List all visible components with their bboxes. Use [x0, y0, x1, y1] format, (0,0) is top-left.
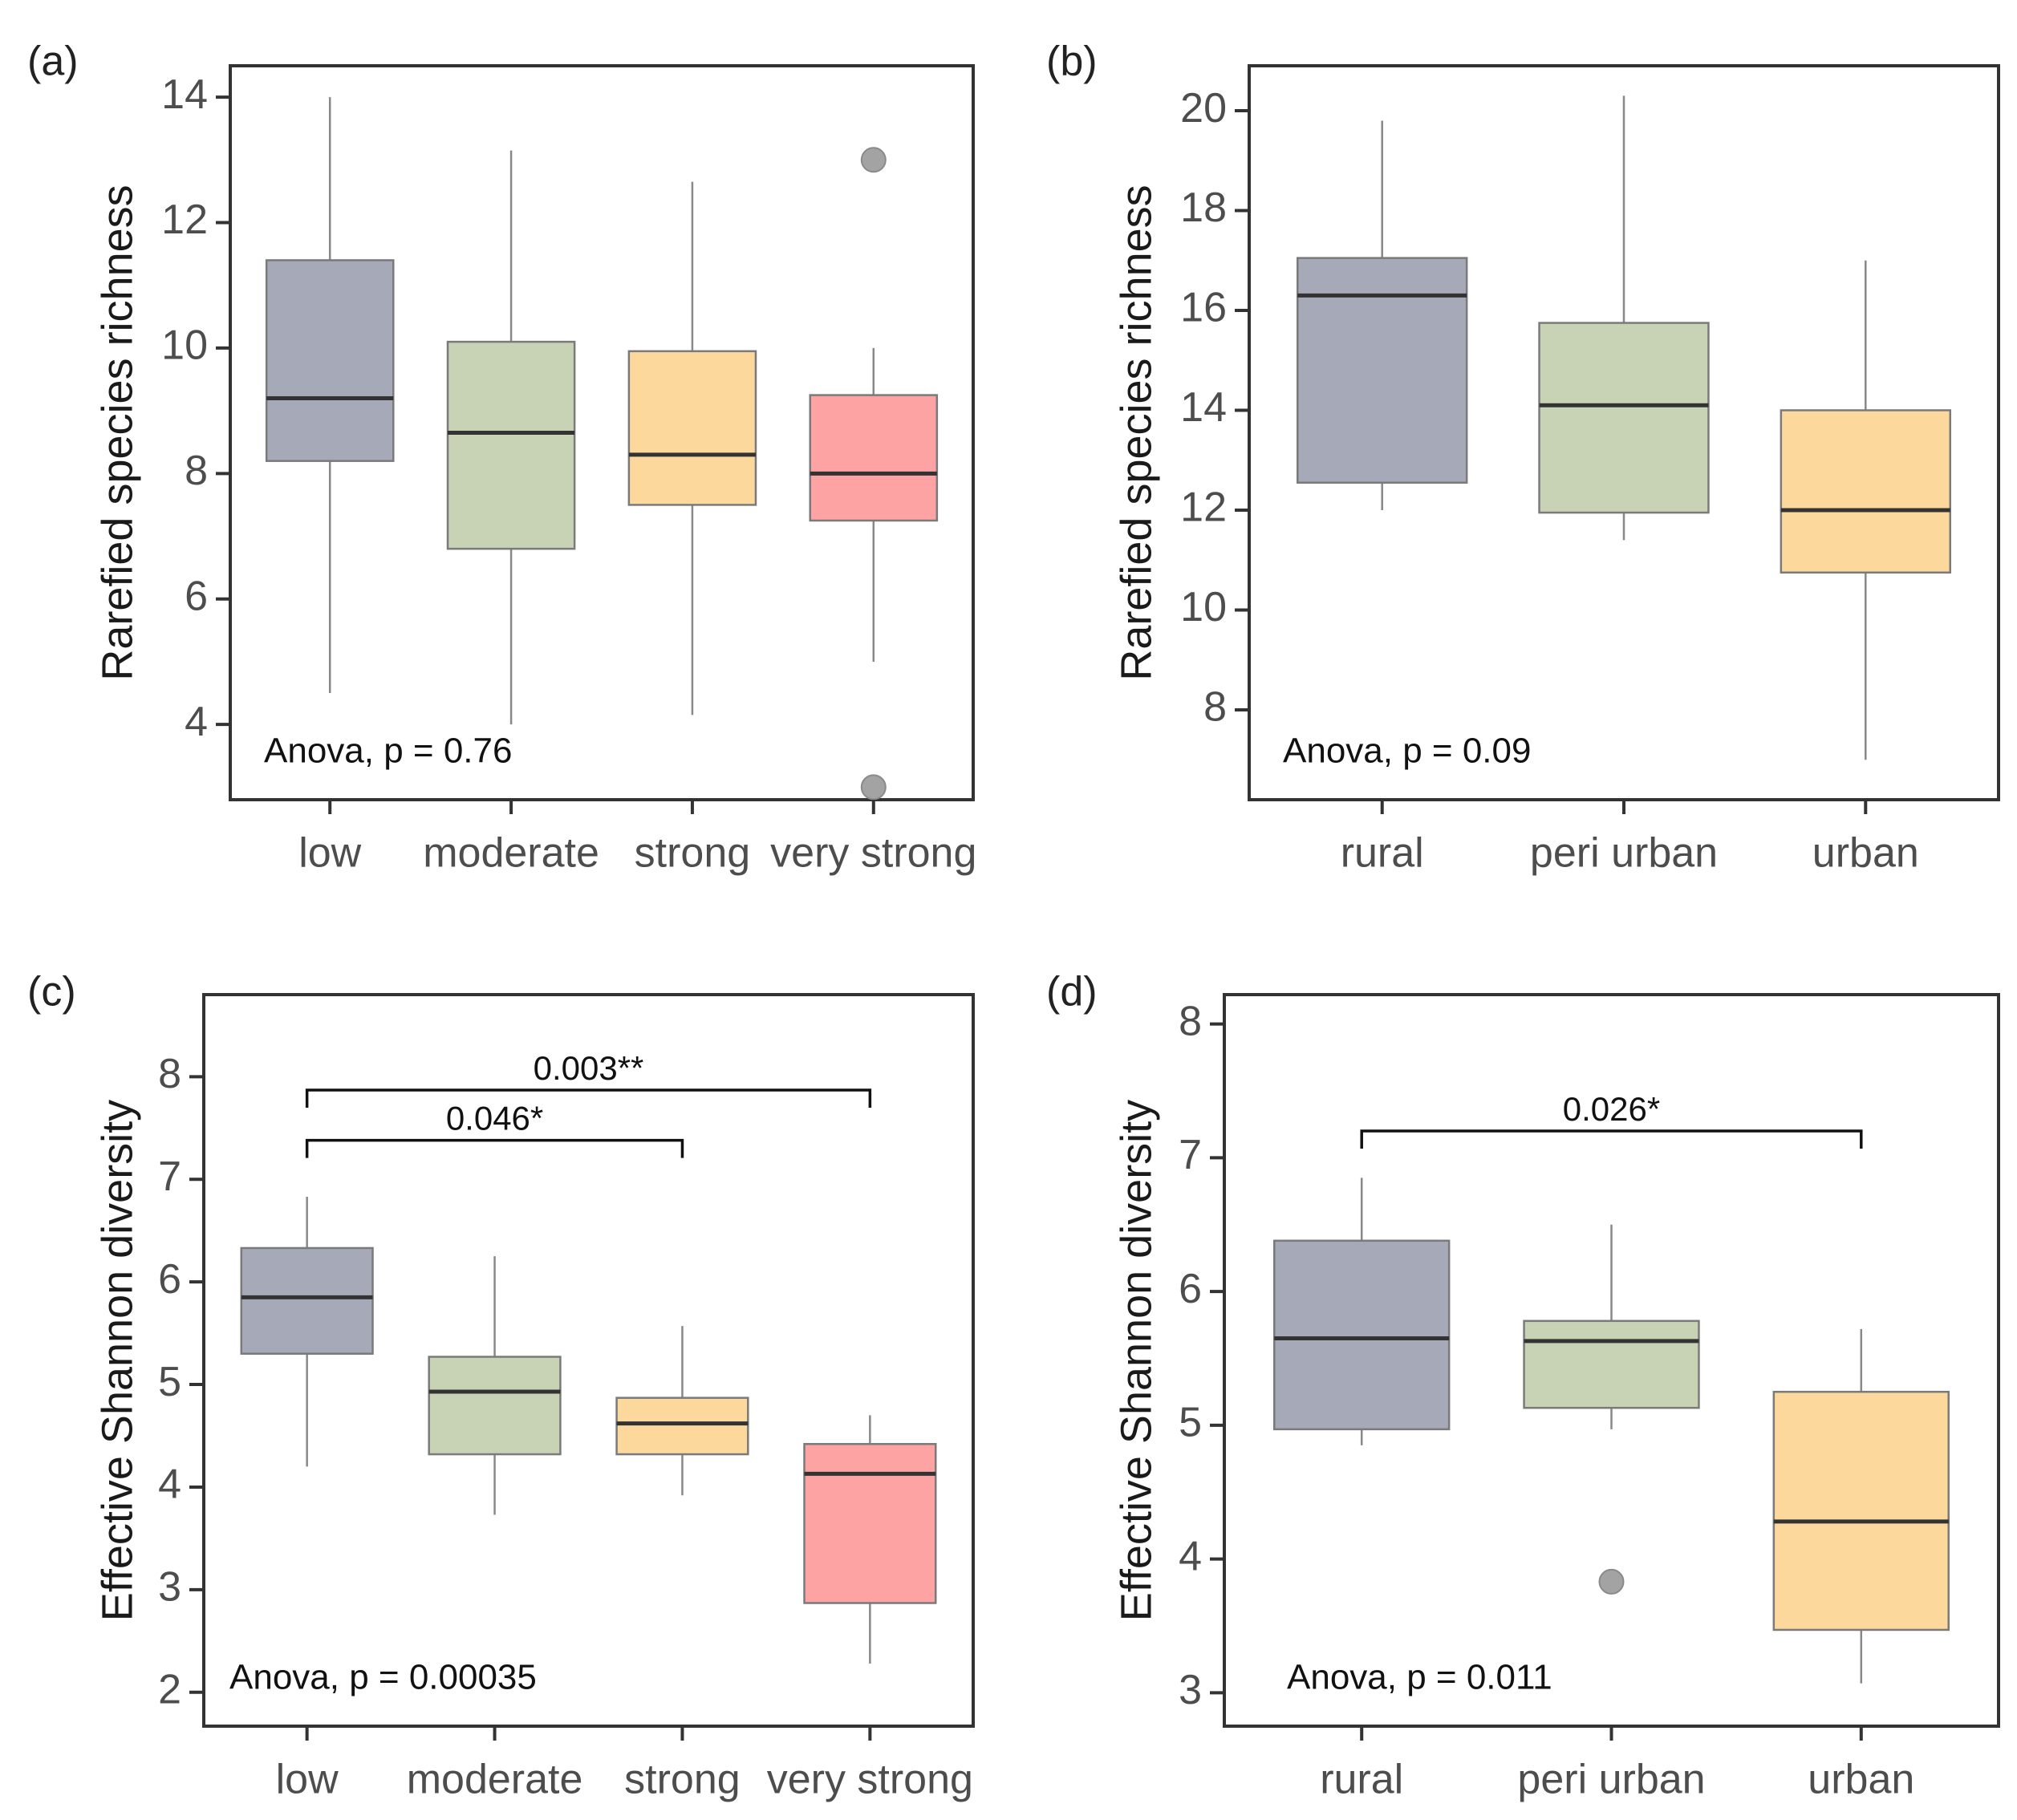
x-tick-label: very strong — [770, 830, 976, 877]
outlier-point — [860, 774, 887, 801]
y-tick-label: 5 — [158, 1359, 181, 1405]
box-urban — [1780, 260, 1951, 760]
box-low — [240, 1196, 374, 1467]
y-tick-label: 4 — [185, 699, 208, 745]
iqr-box — [627, 350, 757, 506]
y-tick-label: 3 — [1179, 1667, 1202, 1713]
panel-label: (b) — [1046, 39, 1098, 85]
y-tick-label: 4 — [158, 1461, 181, 1508]
iqr-box — [1273, 1239, 1451, 1431]
iqr-box — [265, 259, 395, 462]
box-low — [265, 97, 395, 694]
iqr-box — [1772, 1390, 1950, 1632]
box-moderate — [428, 1256, 562, 1515]
panel-c: (c) 2 3 4 5 6 7 8 Effective Shannon diversity low… — [27, 969, 975, 1803]
box-very-strong — [803, 1415, 937, 1664]
x-tick-label: peri urban — [1517, 1757, 1705, 1803]
y-tick-label: 3 — [158, 1564, 181, 1611]
y-tick-label: 6 — [185, 573, 208, 619]
y-tick-label: 7 — [1179, 1132, 1202, 1178]
y-tick-label: 6 — [1179, 1266, 1202, 1312]
panel-a: (a) 4 6 8 10 12 14 Rarefied species richness low… — [27, 39, 976, 877]
y-axis-title: Rarefied species richness — [93, 184, 141, 680]
significance-label: 0.003** — [534, 1049, 644, 1087]
x-tick-label: moderate — [423, 830, 599, 877]
x-tick-label: rural — [1341, 830, 1424, 877]
y-tick-label: 2 — [158, 1667, 181, 1713]
iqr-box — [809, 394, 939, 522]
x-tick-label: low — [276, 1757, 339, 1803]
x-tick-label: strong — [635, 830, 751, 877]
box-urban — [1772, 1328, 1950, 1684]
panel-label: (d) — [1046, 969, 1098, 1015]
iqr-box — [428, 1356, 562, 1456]
anova-annotation: Anova, p = 0.09 — [1283, 732, 1531, 771]
y-tick-label: 7 — [158, 1153, 181, 1200]
anova-annotation: Anova, p = 0.76 — [264, 732, 512, 771]
box-rural — [1273, 1178, 1451, 1445]
y-tick-label: 20 — [1180, 85, 1227, 132]
box-very-strong — [809, 147, 939, 801]
box-rural — [1297, 120, 1468, 510]
iqr-box — [1780, 409, 1951, 574]
y-tick-label: 8 — [1179, 998, 1202, 1044]
y-tick-label: 4 — [1179, 1533, 1202, 1579]
x-tick-label: urban — [1812, 830, 1919, 877]
plot-frame — [202, 993, 975, 1728]
outlier-point — [860, 147, 887, 173]
x-tick-label: moderate — [407, 1757, 583, 1803]
panel-label: (a) — [27, 39, 79, 85]
iqr-box — [240, 1246, 374, 1355]
x-tick-label: urban — [1808, 1757, 1914, 1803]
x-tick-label: very strong — [767, 1757, 973, 1803]
x-tick-label: strong — [624, 1757, 741, 1803]
panel-label: (c) — [27, 969, 76, 1015]
significance-label: 0.026* — [1563, 1090, 1660, 1128]
y-tick-label: 8 — [158, 1051, 181, 1097]
y-tick-label: 18 — [1180, 184, 1227, 231]
iqr-box — [1523, 1319, 1700, 1409]
y-tick-label: 8 — [1203, 684, 1227, 731]
panel-b: (b) 8 10 12 14 16 18 20 Rarefied species richnes… — [1046, 39, 2000, 877]
y-tick-label: 12 — [161, 197, 208, 243]
box-peri-urban — [1523, 1224, 1700, 1595]
box-peri-urban — [1538, 95, 1710, 541]
y-tick-label: 6 — [158, 1256, 181, 1303]
significance-bracket — [1360, 1129, 1863, 1149]
significance-label: 0.046* — [446, 1100, 543, 1137]
y-tick-label: 16 — [1180, 285, 1227, 331]
y-tick-label: 10 — [161, 322, 208, 369]
iqr-box — [615, 1396, 749, 1456]
y-axis-title: Rarefied species richness — [1112, 184, 1160, 680]
x-tick-label: low — [298, 830, 361, 877]
iqr-box — [1538, 322, 1710, 514]
y-axis-title: Effective Shannon diversity — [1112, 1100, 1160, 1621]
iqr-box — [803, 1442, 937, 1604]
box-moderate — [446, 150, 576, 725]
y-tick-label: 14 — [1180, 384, 1227, 431]
outlier-point — [1598, 1568, 1625, 1595]
box-strong — [627, 181, 757, 715]
panel-d: (d) 3 4 5 6 7 8 Effective Shannon diversity rura… — [1046, 969, 2000, 1803]
significance-bracket — [305, 1138, 684, 1158]
y-tick-label: 12 — [1180, 484, 1227, 531]
y-tick-label: 5 — [1179, 1400, 1202, 1446]
y-tick-label: 14 — [161, 71, 208, 118]
x-tick-label: peri urban — [1530, 830, 1718, 877]
x-tick-label: rural — [1320, 1757, 1403, 1803]
box-strong — [615, 1326, 749, 1496]
y-tick-label: 8 — [185, 448, 208, 494]
y-tick-label: 10 — [1180, 584, 1227, 630]
significance-bracket — [305, 1088, 872, 1108]
anova-annotation: Anova, p = 0.011 — [1287, 1658, 1552, 1697]
iqr-box — [446, 340, 576, 550]
plot-frame — [229, 64, 975, 801]
anova-annotation: Anova, p = 0.00035 — [229, 1658, 537, 1697]
y-axis-title: Effective Shannon diversity — [93, 1100, 141, 1621]
iqr-box — [1297, 257, 1468, 484]
